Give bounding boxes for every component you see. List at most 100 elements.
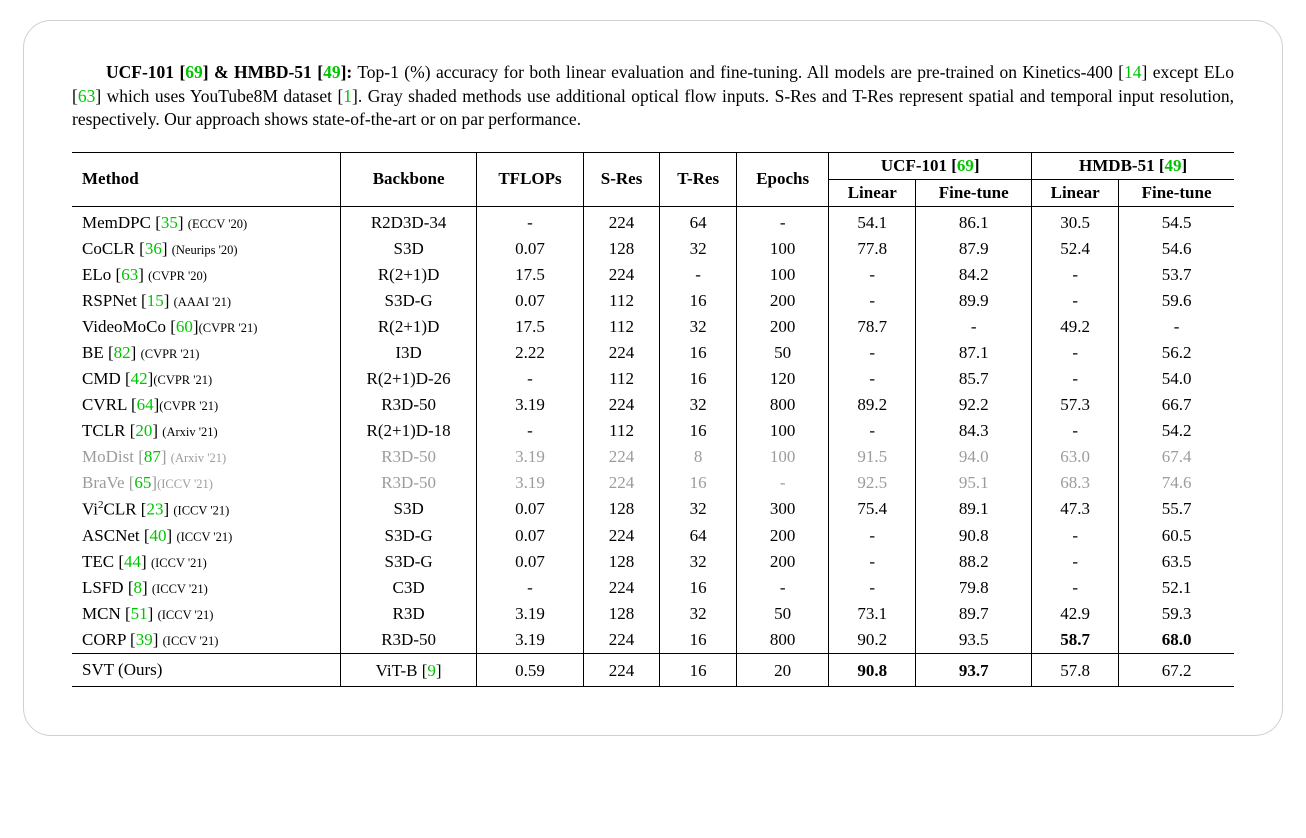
table-row: ASCNet [40] (ICCV '21)S3D-G0.0722464200-…	[72, 523, 1234, 549]
cell-tres: 32	[660, 601, 737, 627]
cell-method: BE [82] (CVPR '21)	[72, 340, 341, 366]
cell-sres: 112	[583, 314, 659, 340]
table-row: TEC [44] (ICCV '21)S3D-G0.0712832200-88.…	[72, 549, 1234, 575]
cell-sres: 224	[583, 392, 659, 418]
cell-tres: 32	[660, 392, 737, 418]
cell-epochs: -	[737, 575, 829, 601]
cell-epochs: 100	[737, 236, 829, 262]
cell-tres: 32	[660, 236, 737, 262]
cell-ucf-linear: 90.2	[829, 627, 916, 654]
cell-sres: 224	[583, 262, 659, 288]
cell-hmdb-ft: 60.5	[1119, 523, 1234, 549]
cell-hmdb-ft: 59.3	[1119, 601, 1234, 627]
cell-ucf-linear: 90.8	[829, 653, 916, 686]
cell-sres: 128	[583, 601, 659, 627]
cell-ucf-linear: 77.8	[829, 236, 916, 262]
cell-hmdb-ft: 68.0	[1119, 627, 1234, 654]
cell-tflops: 3.19	[477, 627, 584, 654]
cell-hmdb-linear: 57.3	[1032, 392, 1119, 418]
cell-hmdb-linear: -	[1032, 366, 1119, 392]
cell-epochs: 800	[737, 392, 829, 418]
cell-hmdb-ft: 66.7	[1119, 392, 1234, 418]
table-row: CORP [39] (ICCV '21)R3D-503.192241680090…	[72, 627, 1234, 654]
cell-sres: 224	[583, 523, 659, 549]
cell-method: LSFD [8] (ICCV '21)	[72, 575, 341, 601]
cell-hmdb-ft: 59.6	[1119, 288, 1234, 314]
table-card: UCF-101 [69] & HMBD-51 [49]: Top-1 (%) a…	[23, 20, 1283, 736]
cell-backbone: S3D	[341, 496, 477, 523]
col-hmdb-ft: Fine-tune	[1119, 179, 1234, 206]
cell-tflops: -	[477, 366, 584, 392]
cell-backbone: R(2+1)D	[341, 262, 477, 288]
cell-ucf-ft: 87.9	[916, 236, 1032, 262]
cell-tflops: 2.22	[477, 340, 584, 366]
cell-tflops: 0.07	[477, 288, 584, 314]
cell-method: MemDPC [35] (ECCV '20)	[72, 206, 341, 236]
cell-epochs: -	[737, 470, 829, 496]
cell-hmdb-ft: 53.7	[1119, 262, 1234, 288]
cell-ucf-ft: 88.2	[916, 549, 1032, 575]
table-row: MemDPC [35] (ECCV '20)R2D3D-34-22464-54.…	[72, 206, 1234, 236]
cell-method: CORP [39] (ICCV '21)	[72, 627, 341, 654]
cell-hmdb-ft: 54.5	[1119, 206, 1234, 236]
cell-tflops: 3.19	[477, 392, 584, 418]
table-row: BraVe [65](ICCV '21)R3D-503.1922416-92.5…	[72, 470, 1234, 496]
cell-hmdb-ft: 54.2	[1119, 418, 1234, 444]
cell-method: CMD [42](CVPR '21)	[72, 366, 341, 392]
cell-backbone: R2D3D-34	[341, 206, 477, 236]
cell-ucf-ft: 92.2	[916, 392, 1032, 418]
cell-tflops: 0.07	[477, 549, 584, 575]
cell-ucf-ft: 85.7	[916, 366, 1032, 392]
cell-tflops: -	[477, 418, 584, 444]
col-tres: T-Res	[660, 152, 737, 206]
caption: UCF-101 [69] & HMBD-51 [49]: Top-1 (%) a…	[72, 61, 1234, 132]
cell-epochs: 300	[737, 496, 829, 523]
cell-ucf-ft: 90.8	[916, 523, 1032, 549]
cell-ucf-linear: -	[829, 523, 916, 549]
cell-tres: 32	[660, 496, 737, 523]
cell-ucf-linear: -	[829, 340, 916, 366]
cell-hmdb-ft: 52.1	[1119, 575, 1234, 601]
cell-ucf-ft: 84.3	[916, 418, 1032, 444]
cite-1: 1	[343, 86, 352, 106]
cell-ucf-ft: -	[916, 314, 1032, 340]
cell-hmdb-linear: 57.8	[1032, 653, 1119, 686]
cell-tres: 16	[660, 575, 737, 601]
cite-69: 69	[185, 62, 203, 82]
cell-hmdb-linear: 49.2	[1032, 314, 1119, 340]
cell-ucf-ft: 93.5	[916, 627, 1032, 654]
cell-epochs: 200	[737, 523, 829, 549]
col-ucf-linear: Linear	[829, 179, 916, 206]
cell-epochs: 200	[737, 314, 829, 340]
col-backbone: Backbone	[341, 152, 477, 206]
cell-epochs: -	[737, 206, 829, 236]
cell-tres: 16	[660, 470, 737, 496]
cell-method: TEC [44] (ICCV '21)	[72, 549, 341, 575]
cell-tflops: -	[477, 575, 584, 601]
cell-ucf-ft: 79.8	[916, 575, 1032, 601]
cell-hmdb-linear: 47.3	[1032, 496, 1119, 523]
table-row: TCLR [20] (Arxiv '21)R(2+1)D-18-11216100…	[72, 418, 1234, 444]
col-ucf: UCF-101 [69]	[829, 152, 1032, 179]
cell-method: CVRL [64](CVPR '21)	[72, 392, 341, 418]
cell-hmdb-linear: 68.3	[1032, 470, 1119, 496]
cell-tres: 16	[660, 653, 737, 686]
cell-epochs: 200	[737, 549, 829, 575]
cell-ucf-ft: 93.7	[916, 653, 1032, 686]
cell-tflops: 0.07	[477, 236, 584, 262]
cell-sres: 112	[583, 418, 659, 444]
cell-backbone: R(2+1)D-18	[341, 418, 477, 444]
cell-ucf-ft: 86.1	[916, 206, 1032, 236]
cell-ucf-ft: 87.1	[916, 340, 1032, 366]
cell-ucf-ft: 89.7	[916, 601, 1032, 627]
cell-tflops: 17.5	[477, 314, 584, 340]
cell-method: Vi2CLR [23] (ICCV '21)	[72, 496, 341, 523]
cell-tres: -	[660, 262, 737, 288]
cell-tres: 16	[660, 627, 737, 654]
table-row: BE [82] (CVPR '21)I3D2.222241650-87.1-56…	[72, 340, 1234, 366]
cell-hmdb-ft: 74.6	[1119, 470, 1234, 496]
cell-ucf-linear: -	[829, 575, 916, 601]
cell-ucf-ft: 89.1	[916, 496, 1032, 523]
cell-hmdb-linear: -	[1032, 523, 1119, 549]
cell-ucf-linear: -	[829, 366, 916, 392]
